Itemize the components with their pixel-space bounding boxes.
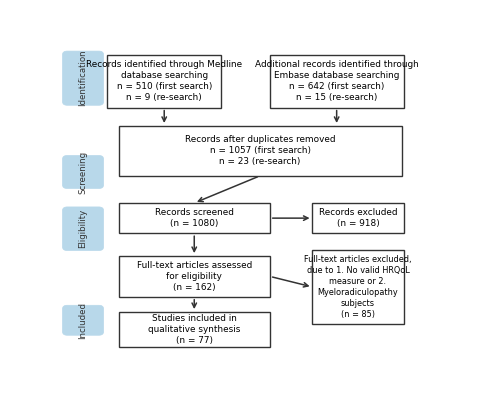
FancyBboxPatch shape — [118, 256, 270, 297]
FancyBboxPatch shape — [62, 305, 104, 335]
FancyBboxPatch shape — [62, 207, 104, 250]
FancyBboxPatch shape — [62, 51, 104, 105]
Text: Screening: Screening — [78, 151, 88, 193]
FancyBboxPatch shape — [118, 126, 402, 176]
Text: Full-text articles excluded,
due to 1. No valid HRQoL
measure or 2.
Myeloradicul: Full-text articles excluded, due to 1. N… — [304, 255, 412, 319]
Text: Records excluded
(n = 918): Records excluded (n = 918) — [318, 208, 397, 228]
Text: Additional records identified through
Embase database searching
n = 642 (first s: Additional records identified through Em… — [255, 60, 418, 102]
Text: Studies included in
qualitative synthesis
(n = 77): Studies included in qualitative synthesi… — [148, 314, 240, 345]
FancyBboxPatch shape — [118, 312, 270, 347]
Text: Records identified through Medline
database searching
n = 510 (first search)
n =: Records identified through Medline datab… — [86, 60, 242, 102]
FancyBboxPatch shape — [107, 55, 222, 108]
Text: Included: Included — [78, 302, 88, 339]
FancyBboxPatch shape — [270, 55, 404, 108]
Text: Records after duplicates removed
n = 1057 (first search)
n = 23 (re-search): Records after duplicates removed n = 105… — [185, 135, 336, 166]
FancyBboxPatch shape — [312, 250, 404, 324]
Text: Identification: Identification — [78, 50, 88, 107]
FancyBboxPatch shape — [62, 156, 104, 189]
FancyBboxPatch shape — [312, 203, 404, 233]
Text: Records screened
(n = 1080): Records screened (n = 1080) — [155, 208, 234, 228]
FancyBboxPatch shape — [118, 203, 270, 233]
Text: Full-text articles assessed
for eligibility
(n = 162): Full-text articles assessed for eligibil… — [136, 261, 252, 292]
Text: Eligibility: Eligibility — [78, 209, 88, 248]
